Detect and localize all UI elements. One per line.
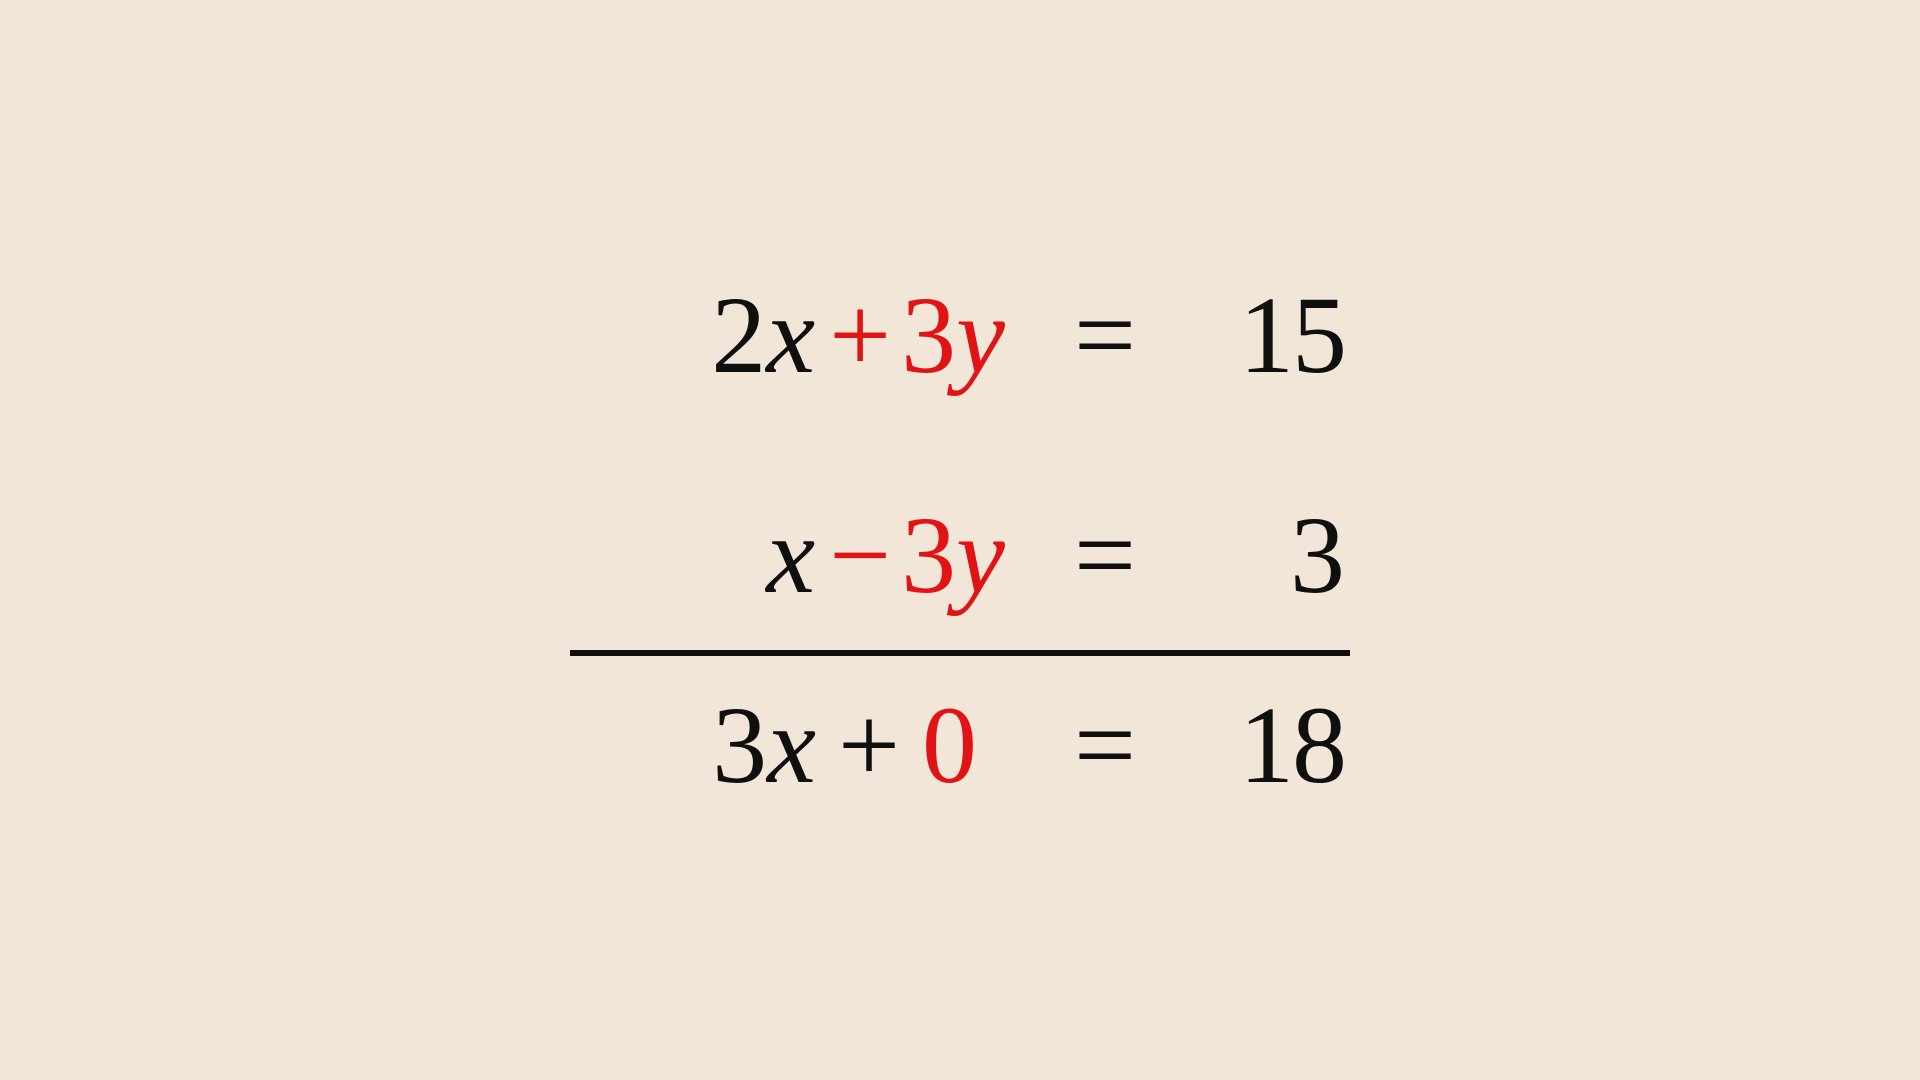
sum-rule (570, 650, 1350, 656)
eq1-op: + (815, 280, 901, 390)
eq1-coef-y: 3 (901, 280, 956, 390)
equation-1: 2 x + 3 y = 15 (575, 280, 1345, 390)
eq2-var-x: x (766, 500, 815, 610)
eq1-rhs: 15 (1175, 280, 1345, 390)
sum-lhs: 3 x + 0 (575, 690, 1005, 800)
equation-2: x − 3 y = 3 (575, 500, 1345, 610)
eq2-lhs: x − 3 y (575, 500, 1005, 610)
sum-zero: 0 (922, 690, 1005, 800)
sum-op: + (816, 690, 922, 800)
eq2-equals: = (1005, 500, 1175, 610)
eq1-lhs: 2 x + 3 y (575, 280, 1005, 390)
sum-rhs: 18 (1175, 690, 1345, 800)
eq1-var-x: x (766, 280, 815, 390)
eq1-var-y: y (956, 280, 1005, 390)
eq2-rhs: 3 (1175, 500, 1345, 610)
eq1-coef-x: 2 (711, 280, 766, 390)
sum-equals: = (1005, 690, 1175, 800)
eq2-var-y: y (956, 500, 1005, 610)
sum-var-x: x (767, 690, 816, 800)
equation-block: 2 x + 3 y = 15 x − 3 y = 3 3 x + 0 = 18 (570, 280, 1350, 800)
sum-coef-x: 3 (712, 690, 767, 800)
equation-sum: 3 x + 0 = 18 (575, 690, 1345, 800)
eq1-equals: = (1005, 280, 1175, 390)
eq2-op: − (815, 500, 901, 610)
eq2-coef-y: 3 (901, 500, 956, 610)
